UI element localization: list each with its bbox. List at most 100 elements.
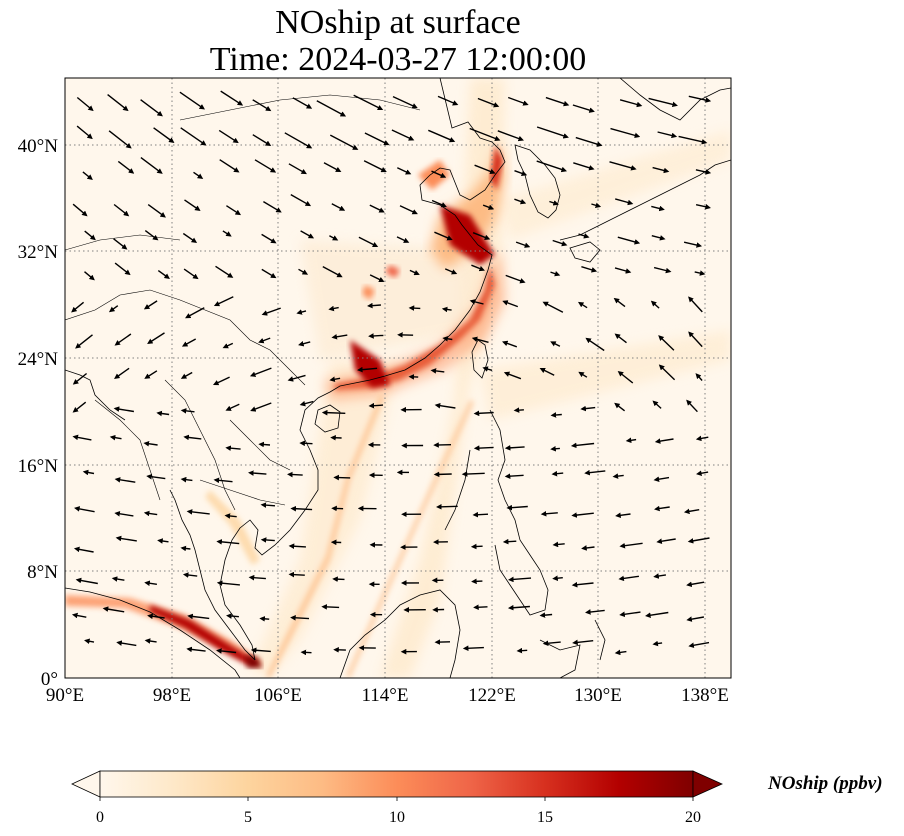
colorbar-label: NOship (ppbv) xyxy=(767,773,883,794)
lat-tick-label: 8°N xyxy=(27,562,58,583)
wind-arrow xyxy=(300,649,312,656)
wind-arrow xyxy=(367,302,381,309)
wind-arrow xyxy=(323,162,342,172)
wind-arrow xyxy=(180,545,191,552)
wind-arrow xyxy=(71,612,87,619)
wind-arrow xyxy=(84,230,96,241)
wind-arrow xyxy=(683,508,700,515)
wind-arrow xyxy=(612,473,624,479)
wind-arrow xyxy=(653,573,667,579)
wind-arrow xyxy=(72,372,88,385)
wind-arrow xyxy=(111,576,125,582)
wind-arrow xyxy=(364,132,390,146)
wind-arrow xyxy=(578,233,590,239)
wind-arrow xyxy=(441,306,452,313)
wind-arrow xyxy=(461,471,485,477)
wind-arrow xyxy=(187,613,210,620)
wind-arrow xyxy=(331,334,348,340)
wind-arrow xyxy=(72,203,88,217)
wind-arrow xyxy=(287,374,306,382)
wind-arrow xyxy=(353,94,384,111)
wind-arrow xyxy=(219,159,240,173)
wind-arrow xyxy=(570,442,595,449)
wind-arrow xyxy=(539,612,553,618)
wind-arrow xyxy=(651,205,665,212)
wind-arrow xyxy=(504,473,524,479)
wind-arrow xyxy=(585,609,605,615)
colorbar-gradient xyxy=(99,770,694,798)
wind-arrow xyxy=(114,367,130,379)
wind-arrow xyxy=(658,335,675,351)
wind-arrow xyxy=(648,97,678,108)
wind-arrow xyxy=(115,535,137,542)
wind-arrow xyxy=(657,131,678,139)
wind-arrow xyxy=(695,373,703,381)
wind-arrow xyxy=(186,646,206,653)
wind-arrow xyxy=(179,91,205,110)
wind-arrow xyxy=(182,572,198,578)
wind-arrow xyxy=(260,537,275,543)
wind-arrow xyxy=(329,235,339,241)
wind-arrow xyxy=(248,470,267,476)
wind-arrow xyxy=(224,513,237,519)
wind-arrow xyxy=(213,296,234,307)
wind-arrow xyxy=(290,505,313,512)
wind-arrow xyxy=(84,271,95,281)
wind-arrow xyxy=(437,95,459,106)
wind-arrow xyxy=(550,270,561,277)
lat-tick-label: 0° xyxy=(41,669,58,690)
wind-arrow xyxy=(316,100,347,117)
wind-arrow xyxy=(222,230,232,237)
wind-arrow xyxy=(471,336,489,343)
map-panel xyxy=(65,78,731,678)
wind-arrow xyxy=(552,541,565,548)
lon-tick-label: 130°E xyxy=(574,685,622,706)
wind-arrow xyxy=(82,171,93,181)
wind-arrow xyxy=(153,127,175,143)
wind-arrow xyxy=(215,265,234,278)
wind-arrow xyxy=(143,440,158,447)
wind-arrow xyxy=(108,305,119,313)
wind-vectors xyxy=(71,90,712,656)
wind-arrow xyxy=(363,160,387,173)
wind-arrow xyxy=(358,236,379,247)
wind-arrow xyxy=(261,233,277,244)
wind-arrow xyxy=(287,471,303,478)
wind-arrow xyxy=(615,512,631,519)
wind-arrow xyxy=(226,205,242,216)
wind-arrow xyxy=(321,604,340,610)
wind-arrow xyxy=(73,546,94,553)
wind-arrow xyxy=(261,268,277,279)
wind-arrow xyxy=(619,542,643,549)
wind-arrow xyxy=(695,169,712,175)
wind-arrow xyxy=(254,159,277,173)
wind-arrow xyxy=(357,366,378,373)
wind-arrow xyxy=(470,543,483,550)
wind-arrow xyxy=(539,368,555,376)
gridlines xyxy=(65,78,731,678)
wind-arrow xyxy=(114,511,134,517)
wind-arrow xyxy=(472,232,491,240)
title-line-1: NOship at surface xyxy=(275,4,520,41)
wind-arrow xyxy=(74,506,95,513)
wind-arrow xyxy=(185,307,205,319)
wind-arrow xyxy=(114,262,131,276)
wind-arrow xyxy=(75,334,93,349)
wind-arrow xyxy=(609,161,637,171)
wind-arrow xyxy=(140,157,163,174)
wind-arrow xyxy=(290,193,312,207)
wind-arrow xyxy=(514,170,528,177)
wind-arrow xyxy=(436,503,458,510)
wind-arrow xyxy=(688,331,703,348)
wind-arrow xyxy=(72,434,92,441)
wind-arrow xyxy=(399,205,418,215)
wind-arrow xyxy=(444,268,458,275)
wind-arrow xyxy=(653,476,670,482)
wind-arrow xyxy=(618,575,639,582)
wind-arrow xyxy=(619,611,641,618)
wind-arrow xyxy=(477,97,500,108)
wind-arrow xyxy=(577,301,588,309)
wind-arrow xyxy=(368,402,384,409)
wind-arrow xyxy=(144,370,158,379)
wind-arrow xyxy=(580,405,596,412)
